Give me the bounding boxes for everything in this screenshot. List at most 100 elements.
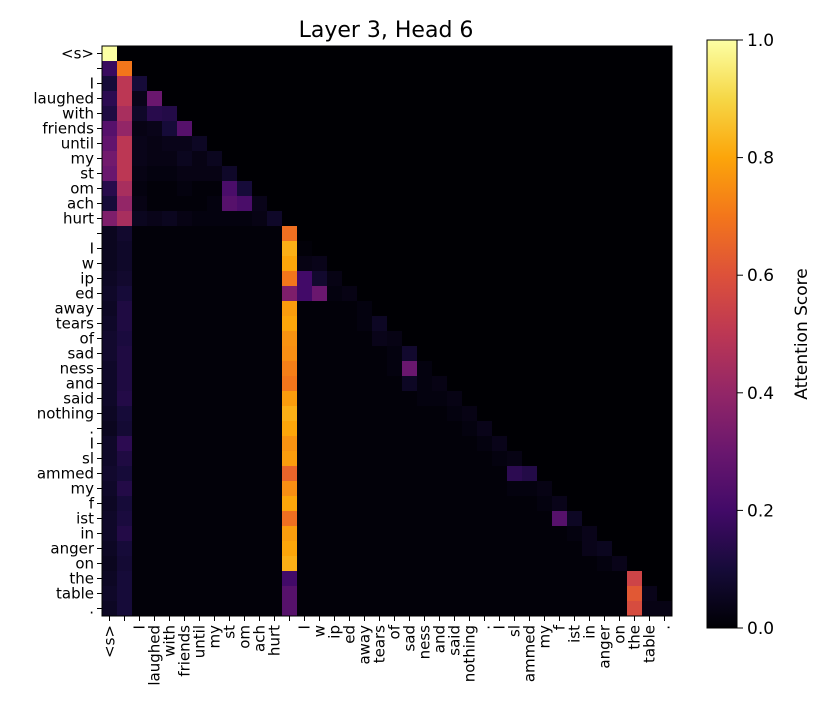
heatmap-cell xyxy=(207,496,223,512)
heatmap-cell xyxy=(582,61,598,77)
heatmap-cell xyxy=(282,481,298,497)
heatmap-cell xyxy=(297,76,313,92)
heatmap-cell xyxy=(222,511,238,527)
heatmap-cell xyxy=(432,256,448,272)
heatmap-cell xyxy=(252,286,268,302)
heatmap-cell xyxy=(282,91,298,107)
heatmap-cell xyxy=(222,421,238,437)
heatmap-cell xyxy=(432,166,448,182)
heatmap-cell xyxy=(597,346,613,362)
heatmap-cell xyxy=(507,541,523,557)
heatmap-cell xyxy=(387,286,403,302)
heatmap-cell xyxy=(447,46,463,62)
heatmap-cell xyxy=(492,496,508,512)
y-tick-label: the xyxy=(69,570,94,588)
heatmap-cell xyxy=(597,541,613,557)
heatmap-cell xyxy=(162,181,178,197)
heatmap-cell xyxy=(597,466,613,482)
heatmap-cell xyxy=(222,541,238,557)
heatmap-cell xyxy=(297,181,313,197)
heatmap-cell xyxy=(462,481,478,497)
heatmap-cell xyxy=(117,421,133,437)
heatmap-frame xyxy=(101,45,673,617)
heatmap-cell xyxy=(177,556,193,572)
heatmap-cell xyxy=(447,481,463,497)
heatmap-cell xyxy=(642,241,658,257)
heatmap-cell xyxy=(177,196,193,212)
heatmap-cell xyxy=(402,46,418,62)
heatmap-cell xyxy=(597,436,613,452)
heatmap-cell xyxy=(627,376,643,392)
heatmap-cell xyxy=(282,451,298,467)
heatmap-cell xyxy=(342,436,358,452)
heatmap-cell xyxy=(507,451,523,467)
heatmap-cell xyxy=(312,466,328,482)
heatmap-cell xyxy=(627,46,643,62)
heatmap-cell xyxy=(192,421,208,437)
heatmap-cell xyxy=(417,286,433,302)
heatmap-cell xyxy=(627,346,643,362)
heatmap-cell xyxy=(612,391,628,407)
heatmap-cell xyxy=(342,361,358,377)
heatmap-cell xyxy=(477,121,493,137)
heatmap-cell xyxy=(477,301,493,317)
heatmap-cell xyxy=(177,166,193,182)
heatmap-cell xyxy=(402,211,418,227)
heatmap-cell xyxy=(417,481,433,497)
heatmap-cell xyxy=(567,121,583,137)
heatmap-cell xyxy=(282,601,298,617)
heatmap-cell xyxy=(147,556,163,572)
heatmap-cell xyxy=(237,511,253,527)
heatmap-cell xyxy=(267,226,283,242)
heatmap-cell xyxy=(207,76,223,92)
heatmap-cell xyxy=(417,76,433,92)
heatmap-cell xyxy=(642,226,658,242)
heatmap-cell xyxy=(252,526,268,542)
x-tick-label: hurt xyxy=(266,625,284,656)
colorbar-tick-label: 0.6 xyxy=(747,266,774,286)
heatmap-cell xyxy=(627,256,643,272)
x-tick-label: table xyxy=(641,625,659,663)
heatmap-cell xyxy=(282,46,298,62)
heatmap-cell xyxy=(267,586,283,602)
heatmap-cell xyxy=(252,196,268,212)
heatmap-cell xyxy=(312,271,328,287)
y-tick-label: . xyxy=(89,420,94,438)
heatmap-cell xyxy=(612,106,628,122)
heatmap-cell xyxy=(147,196,163,212)
heatmap-cell xyxy=(387,166,403,182)
heatmap-cell xyxy=(612,496,628,512)
heatmap-cell xyxy=(432,211,448,227)
heatmap-cell xyxy=(357,76,373,92)
heatmap-cell xyxy=(312,301,328,317)
heatmap-cell xyxy=(237,46,253,62)
heatmap-cell xyxy=(237,391,253,407)
heatmap-cell xyxy=(402,496,418,512)
heatmap-cell xyxy=(552,256,568,272)
heatmap-cell xyxy=(597,511,613,527)
heatmap-cell xyxy=(597,391,613,407)
heatmap-cell xyxy=(432,556,448,572)
heatmap-cell xyxy=(117,601,133,617)
heatmap-cell xyxy=(492,391,508,407)
heatmap-cell xyxy=(162,481,178,497)
heatmap-cell xyxy=(147,76,163,92)
heatmap-cell xyxy=(642,121,658,137)
heatmap-cell xyxy=(657,226,673,242)
heatmap-cell xyxy=(627,316,643,332)
heatmap-cell xyxy=(657,61,673,77)
heatmap-cell xyxy=(387,496,403,512)
heatmap-cell xyxy=(237,526,253,542)
heatmap-cell xyxy=(327,106,343,122)
heatmap-cell xyxy=(627,121,643,137)
heatmap-cell xyxy=(372,106,388,122)
heatmap-cell xyxy=(582,556,598,572)
heatmap-cell xyxy=(342,196,358,212)
heatmap-cell xyxy=(177,76,193,92)
heatmap-cell xyxy=(567,346,583,362)
heatmap-cell xyxy=(147,271,163,287)
heatmap-cell xyxy=(507,391,523,407)
heatmap-cell xyxy=(372,466,388,482)
heatmap-cell xyxy=(642,541,658,557)
heatmap-cell xyxy=(252,346,268,362)
